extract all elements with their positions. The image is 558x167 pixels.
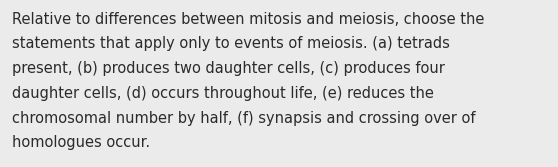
Text: chromosomal number by half, (f) synapsis and crossing over of: chromosomal number by half, (f) synapsis… [12, 111, 476, 126]
Text: statements that apply only to events of meiosis. (a) tetrads: statements that apply only to events of … [12, 36, 450, 51]
Text: present, (b) produces two daughter cells, (c) produces four: present, (b) produces two daughter cells… [12, 61, 445, 76]
Text: daughter cells, (d) occurs throughout life, (e) reduces the: daughter cells, (d) occurs throughout li… [12, 86, 434, 101]
Text: Relative to differences between mitosis and meiosis, choose the: Relative to differences between mitosis … [12, 12, 485, 27]
Text: homologues occur.: homologues occur. [12, 135, 151, 150]
